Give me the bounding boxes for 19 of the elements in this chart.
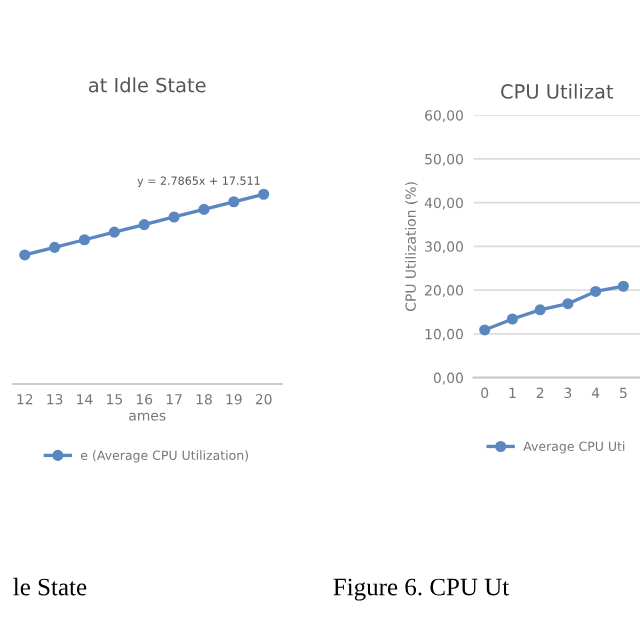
caption: Figure 6. CPU Ut — [333, 578, 510, 601]
point — [534, 304, 546, 316]
point — [228, 196, 240, 208]
point — [108, 226, 120, 238]
point — [168, 211, 180, 223]
point — [49, 241, 61, 253]
point — [78, 234, 91, 246]
point — [479, 324, 491, 336]
chart-title: CPU Utilizat — [501, 83, 614, 99]
point — [562, 298, 574, 310]
point — [138, 219, 150, 231]
point — [198, 203, 210, 215]
point — [617, 280, 629, 292]
point — [258, 188, 270, 200]
chart-title: at Idle State — [88, 77, 206, 93]
point — [590, 285, 602, 297]
point — [506, 313, 518, 325]
text: le State — [13, 577, 87, 596]
point — [19, 249, 31, 261]
